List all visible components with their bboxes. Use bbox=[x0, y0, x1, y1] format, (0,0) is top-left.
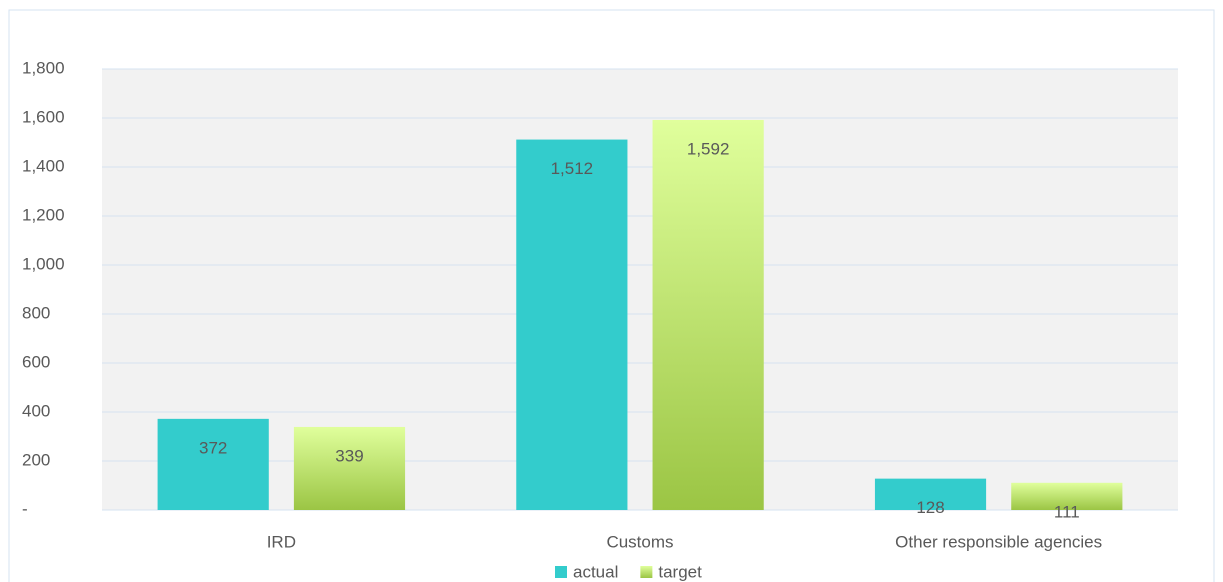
legend-swatch bbox=[640, 566, 653, 578]
legend-swatch bbox=[555, 566, 567, 578]
y-tick-label: 1,400 bbox=[22, 156, 65, 175]
y-tick-label: 1,000 bbox=[22, 254, 65, 273]
data-label: 339 bbox=[335, 446, 363, 465]
x-tick-label: Customs bbox=[606, 532, 673, 551]
data-label: 111 bbox=[1054, 502, 1080, 521]
plot-area bbox=[102, 69, 1178, 510]
data-label: 1,592 bbox=[687, 139, 730, 158]
y-tick-label: 1,200 bbox=[22, 205, 65, 224]
bar bbox=[516, 139, 628, 510]
bar bbox=[652, 119, 764, 511]
x-tick-label: Other responsible agencies bbox=[895, 532, 1102, 551]
y-tick-label: 800 bbox=[22, 303, 50, 322]
data-label: 1,512 bbox=[551, 159, 594, 178]
y-tick-label: 1,800 bbox=[22, 58, 65, 77]
bar bbox=[293, 426, 406, 510]
x-tick-label: IRD bbox=[267, 532, 296, 551]
y-tick-label: 200 bbox=[22, 450, 50, 469]
bar bbox=[1011, 482, 1123, 510]
y-tick-label: - bbox=[22, 499, 28, 518]
y-tick-label: 400 bbox=[22, 401, 50, 420]
legend-label: target bbox=[658, 562, 702, 581]
y-tick-label: 600 bbox=[22, 352, 50, 371]
data-label: 128 bbox=[916, 498, 944, 517]
legend-label: actual bbox=[573, 562, 618, 581]
y-tick-label: 1,600 bbox=[22, 107, 65, 126]
bar bbox=[157, 418, 269, 510]
data-label: 372 bbox=[199, 438, 227, 457]
bar bbox=[874, 478, 987, 510]
